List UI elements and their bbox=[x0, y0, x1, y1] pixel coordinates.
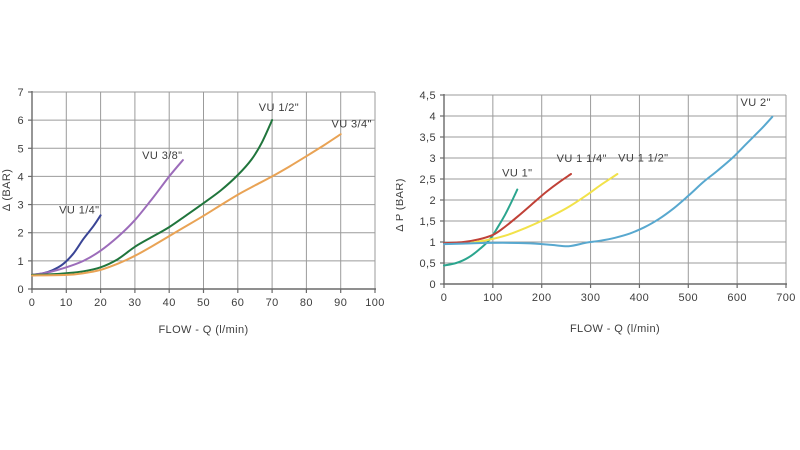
x-tick-label: 700 bbox=[776, 292, 796, 304]
x-tick-label: 600 bbox=[727, 292, 747, 304]
x-tick-label: 300 bbox=[581, 292, 601, 304]
curve-vu-2 bbox=[443, 115, 774, 248]
y-tick-label: 1 bbox=[429, 237, 436, 249]
curve-vu-1-1-4 bbox=[443, 173, 572, 245]
x-tick-label: 40 bbox=[163, 297, 176, 309]
x-tick-label: 400 bbox=[630, 292, 650, 304]
series-label-vu-3-4: VU 3/4" bbox=[332, 118, 372, 130]
y-tick-label: 3,5 bbox=[420, 132, 437, 144]
x-tick-label: 20 bbox=[94, 297, 107, 309]
y-tick-label: 2 bbox=[17, 228, 24, 240]
right-chart-svg: 0 100 200 300 400 500 600 700 0 0,5 1 1,5 2 2,5 3 3,5 4 4… bbox=[396, 90, 796, 335]
y-tick-label: 4 bbox=[17, 171, 24, 183]
series-label-vu-2: VU 2" bbox=[741, 97, 771, 109]
pressure-drop-chart-large-valves: 0 100 200 300 400 500 600 700 0 0,5 1 1,5 2 2,5 3 3,5 4 4… bbox=[396, 60, 800, 360]
y-tick-label: 2,5 bbox=[420, 174, 437, 186]
curve-vu-1 bbox=[443, 188, 519, 267]
x-tick-label: 200 bbox=[532, 292, 552, 304]
series-label-vu-1-2: VU 1/2" bbox=[259, 102, 299, 114]
x-tick-label: 70 bbox=[266, 297, 279, 309]
series-label-vu-1-1-4: VU 1 1/4" bbox=[557, 153, 607, 165]
y-tick-label: 0 bbox=[17, 284, 24, 296]
y-tick-label: 4 bbox=[429, 111, 436, 123]
y-tick-label: 1,5 bbox=[420, 216, 437, 228]
curve-vu-3-4 bbox=[31, 133, 342, 277]
curve-vu-1-2 bbox=[31, 119, 274, 276]
x-tick-label: 0 bbox=[29, 297, 36, 309]
series-label-vu-1-1-2: VU 1 1/2" bbox=[618, 152, 668, 164]
pressure-drop-chart-small-valves: 0 10 20 30 40 50 60 70 80 90 100 0 1 2 3 4 5 6 7 VU 1/4" VU … bbox=[0, 60, 400, 360]
x-tick-label: 100 bbox=[483, 292, 503, 304]
x-tick-label: 80 bbox=[300, 297, 313, 309]
left-chart-svg: 0 10 20 30 40 50 60 70 80 90 100 0 1 2 3 4 5 6 7 VU 1/4" VU … bbox=[1, 87, 385, 336]
x-tick-label: 50 bbox=[197, 297, 210, 309]
curve-vu-1-1-2 bbox=[469, 173, 619, 244]
x-tick-label: 100 bbox=[365, 297, 385, 309]
series-label-vu-3-8: VU 3/8" bbox=[142, 150, 182, 162]
curve-vu-3-8 bbox=[31, 159, 184, 276]
y-tick-label: 3 bbox=[429, 153, 436, 165]
y-tick-label: 4,5 bbox=[420, 90, 437, 102]
x-axis-title: FLOW - Q (l/min) bbox=[570, 323, 660, 335]
y-tick-label: 1 bbox=[17, 256, 24, 268]
x-tick-label: 500 bbox=[679, 292, 699, 304]
y-tick-label: 3 bbox=[17, 200, 24, 212]
y-tick-label: 0,5 bbox=[420, 258, 437, 270]
y-axis-title: Δ P (BAR) bbox=[396, 178, 406, 232]
y-axis-title: Δ (BAR) bbox=[1, 169, 13, 212]
x-tick-label: 60 bbox=[231, 297, 244, 309]
x-axis-title: FLOW - Q (l/min) bbox=[158, 324, 248, 336]
x-tick-label: 30 bbox=[128, 297, 141, 309]
y-tick-label: 7 bbox=[17, 87, 24, 99]
y-tick-label: 2 bbox=[429, 195, 436, 207]
y-tick-label: 6 bbox=[17, 115, 24, 127]
series-label-vu-1: VU 1" bbox=[502, 167, 532, 179]
x-tick-label: 0 bbox=[441, 292, 448, 304]
x-tick-label: 10 bbox=[60, 297, 73, 309]
y-tick-label: 5 bbox=[17, 143, 24, 155]
y-tick-label: 0 bbox=[429, 279, 436, 291]
series-label-vu-1-4: VU 1/4" bbox=[59, 205, 99, 217]
x-tick-label: 90 bbox=[334, 297, 347, 309]
